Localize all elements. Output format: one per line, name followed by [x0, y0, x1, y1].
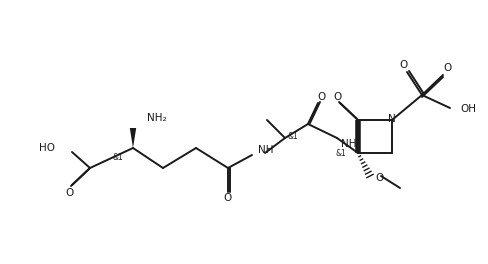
Text: O: O [442, 63, 450, 73]
Text: O: O [374, 173, 383, 183]
Text: &1: &1 [335, 149, 346, 158]
Text: O: O [224, 193, 232, 203]
Text: &1: &1 [287, 131, 298, 140]
Text: O: O [399, 60, 407, 70]
Text: &1: &1 [112, 153, 123, 162]
Text: O: O [332, 92, 341, 102]
Text: NH: NH [340, 139, 356, 149]
Text: NH₂: NH₂ [147, 113, 166, 123]
Text: OH: OH [459, 104, 475, 114]
Text: O: O [317, 92, 325, 102]
Text: NH: NH [258, 145, 273, 155]
Text: N: N [387, 114, 395, 124]
Polygon shape [129, 128, 136, 148]
Text: O: O [66, 188, 74, 198]
Text: HO: HO [39, 143, 55, 153]
